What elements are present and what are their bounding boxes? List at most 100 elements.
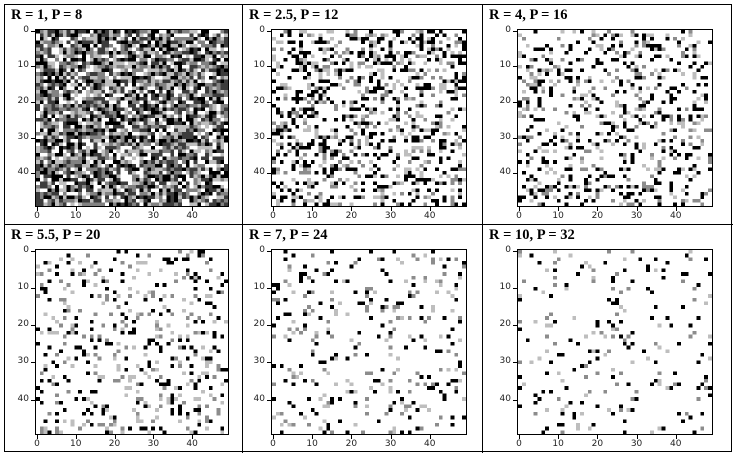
- x-tick-mark: [312, 207, 314, 211]
- y-tick-label: 0: [23, 244, 29, 255]
- lbp-texture-image: [271, 29, 467, 207]
- x-tick-label: 10: [552, 211, 564, 221]
- x-tick-label: 0: [270, 211, 276, 221]
- x-tick-label: 40: [424, 211, 436, 221]
- x-tick-mark: [114, 207, 116, 211]
- y-tick-mark: [267, 101, 271, 103]
- x-tick-mark: [153, 435, 155, 439]
- y-tick-mark: [31, 288, 35, 290]
- y-tick-mark: [31, 250, 35, 252]
- x-tick-label: 20: [345, 439, 358, 449]
- lbp-pattern-canvas: [36, 250, 228, 434]
- y-tick-label: 0: [259, 244, 265, 255]
- x-tick-mark: [597, 435, 599, 439]
- y-tick-mark: [31, 66, 35, 68]
- y-tick-label: 10: [17, 282, 29, 293]
- y-tick-mark: [31, 399, 35, 401]
- y-tick-label: 30: [17, 131, 29, 142]
- x-tick-label: 40: [424, 439, 436, 449]
- y-tick-mark: [513, 250, 517, 252]
- x-tick-mark: [272, 435, 274, 439]
- lbp-pattern-canvas: [518, 250, 712, 434]
- lbp-texture-image: [271, 249, 467, 435]
- x-tick-mark: [192, 207, 194, 211]
- x-tick-label: 20: [108, 211, 121, 221]
- x-tick-mark: [351, 435, 353, 439]
- x-tick-mark: [429, 207, 431, 211]
- y-tick-mark: [513, 325, 517, 327]
- y-tick-mark: [31, 325, 35, 327]
- y-tick-mark: [513, 362, 517, 364]
- y-tick-label: 40: [17, 393, 29, 404]
- y-tick-label: 0: [505, 244, 511, 255]
- panel-title: R = 5.5, P = 20: [11, 227, 101, 243]
- x-tick-label: 0: [34, 211, 40, 221]
- x-tick-mark: [114, 435, 116, 439]
- x-tick-mark: [636, 435, 638, 439]
- panel-4: R = 5.5, P = 20 0 10 20 30 40 0 10 20 30 40: [5, 225, 243, 453]
- panel-3: R = 4, P = 16 0 10 20 30 40 0 10 20 30 40: [483, 5, 733, 225]
- x-tick-mark: [312, 435, 314, 439]
- y-tick-mark: [267, 137, 271, 139]
- y-tick-label: 20: [499, 95, 511, 106]
- y-tick-label: 30: [499, 356, 511, 367]
- y-tick-label: 20: [499, 319, 511, 330]
- x-tick-mark: [351, 207, 353, 211]
- panel-title: R = 10, P = 32: [489, 227, 575, 243]
- y-tick-label: 30: [253, 131, 265, 142]
- x-tick-label: 40: [186, 211, 198, 221]
- panel-title: R = 1, P = 8: [11, 7, 83, 23]
- x-tick-label: 40: [670, 211, 682, 221]
- lbp-figure-grid: R = 1, P = 8 0 10 20 30 40 0 10 20 30 40 R = 2.5, P…: [4, 4, 733, 453]
- y-tick-label: 20: [253, 95, 265, 106]
- panel-title: R = 4, P = 16: [489, 7, 568, 23]
- y-tick-label: 10: [253, 282, 265, 293]
- x-tick-mark: [636, 207, 638, 211]
- x-tick-mark: [518, 207, 520, 211]
- panel-2: R = 2.5, P = 12 0 10 20 30 40 0 10 20 30 40: [243, 5, 483, 225]
- x-tick-mark: [558, 435, 560, 439]
- y-tick-mark: [267, 325, 271, 327]
- y-tick-mark: [267, 250, 271, 252]
- lbp-pattern-canvas: [272, 30, 466, 206]
- panel-1: R = 1, P = 8 0 10 20 30 40 0 10 20 30 40: [5, 5, 243, 225]
- y-tick-mark: [513, 101, 517, 103]
- x-tick-label: 20: [108, 439, 121, 449]
- y-tick-mark: [513, 66, 517, 68]
- x-tick-mark: [675, 435, 677, 439]
- x-tick-label: 30: [147, 211, 160, 221]
- y-tick-mark: [267, 399, 271, 401]
- x-tick-label: 20: [591, 211, 604, 221]
- x-tick-label: 40: [186, 439, 198, 449]
- x-tick-mark: [75, 207, 77, 211]
- x-tick-label: 30: [384, 439, 397, 449]
- x-tick-mark: [272, 207, 274, 211]
- x-tick-mark: [36, 207, 38, 211]
- y-tick-mark: [267, 66, 271, 68]
- y-tick-label: 0: [505, 24, 511, 35]
- y-tick-label: 30: [499, 131, 511, 142]
- x-tick-mark: [429, 435, 431, 439]
- lbp-pattern-canvas: [518, 30, 712, 206]
- y-tick-label: 40: [499, 167, 511, 178]
- y-tick-label: 10: [17, 60, 29, 71]
- y-tick-label: 40: [499, 393, 511, 404]
- y-tick-mark: [31, 137, 35, 139]
- x-tick-mark: [153, 207, 155, 211]
- panel-title: R = 7, P = 24: [249, 227, 328, 243]
- y-tick-label: 40: [253, 167, 265, 178]
- x-tick-label: 30: [384, 211, 397, 221]
- x-tick-mark: [675, 207, 677, 211]
- y-tick-mark: [267, 362, 271, 364]
- y-tick-label: 20: [17, 95, 29, 106]
- y-tick-mark: [31, 30, 35, 32]
- x-tick-label: 0: [34, 439, 40, 449]
- x-tick-label: 40: [670, 439, 682, 449]
- x-tick-label: 0: [270, 439, 276, 449]
- y-tick-mark: [31, 362, 35, 364]
- y-tick-mark: [513, 137, 517, 139]
- y-tick-label: 0: [259, 24, 265, 35]
- x-tick-label: 10: [70, 211, 82, 221]
- y-tick-mark: [513, 30, 517, 32]
- y-tick-mark: [267, 173, 271, 175]
